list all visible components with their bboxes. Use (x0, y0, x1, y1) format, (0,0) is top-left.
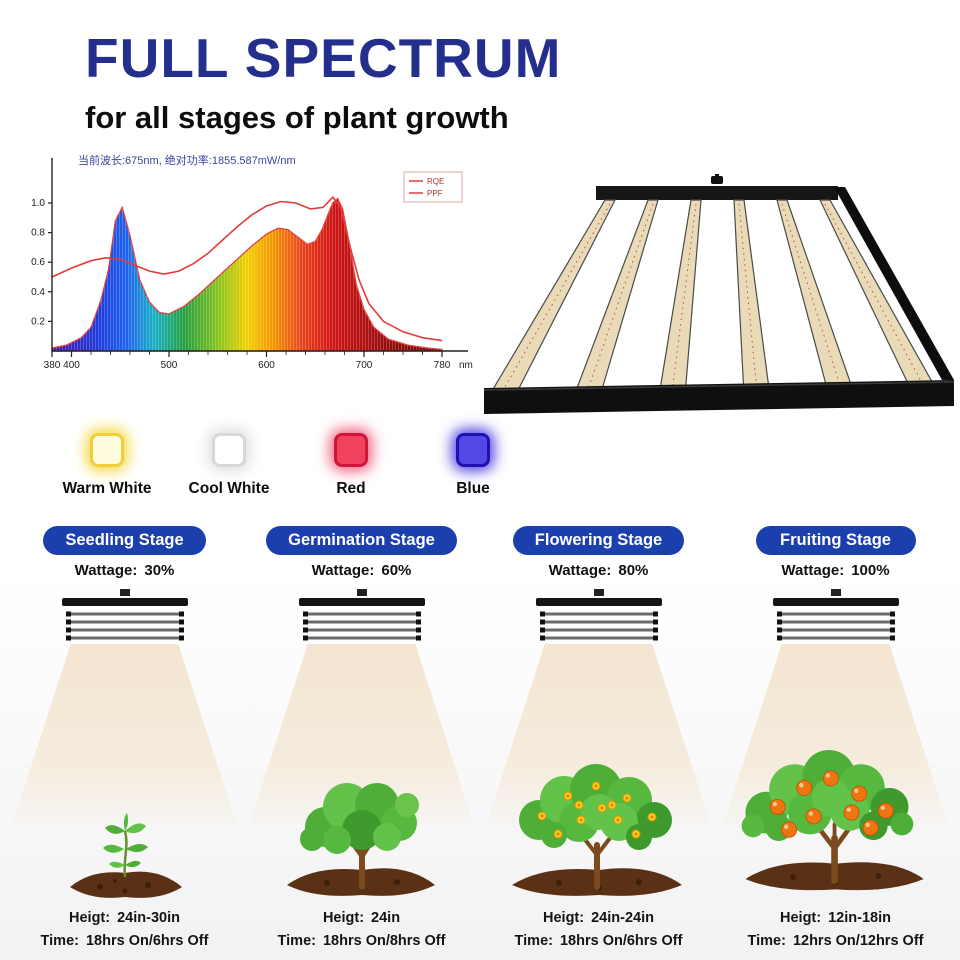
warm-white-swatch (90, 433, 124, 467)
fixture-led-bars (487, 199, 942, 397)
cool-white-swatch (212, 433, 246, 467)
stage-wattage: Wattage: 80% (548, 562, 649, 579)
chart-legend: RQE PPF (403, 171, 463, 203)
fixture-hook (711, 176, 723, 184)
plant-area (6, 647, 243, 905)
plant-area (243, 647, 480, 905)
svg-text:0.6: 0.6 (31, 257, 45, 268)
chart-ticks: 380 400 500 600 700 780 0.2 0.4 0.6 0.8 1.0 (31, 198, 451, 371)
grow-light-photo (483, 174, 955, 414)
spectrum-area-texture (52, 198, 442, 351)
stage-column-fruiting: Fruiting Stage Wattage: 100% (717, 524, 954, 952)
legend-item-warm-white: Warm White (46, 433, 168, 498)
grow-light-icon (61, 589, 188, 641)
plant-illustration-fruiting (741, 750, 924, 891)
red-label: Red (336, 480, 366, 497)
legend-item-cool-white: Cool White (168, 433, 290, 498)
stage-wattage: Wattage: 60% (311, 562, 412, 579)
plant-illustration-flowering (511, 764, 682, 896)
svg-text:1.0: 1.0 (31, 198, 45, 209)
page-subtitle: for all stages of plant growth (85, 100, 509, 135)
grow-light-icon (298, 589, 425, 641)
svg-text:700: 700 (356, 360, 373, 371)
ppf-envelope-line (51, 195, 443, 342)
plant-illustration-germination (286, 783, 435, 896)
red-swatch (334, 433, 368, 467)
spectrum-chart-wrap: 当前波长:675nm, 绝对功率:1855.587mW/nm 380 400 500… (22, 146, 474, 393)
legend-item-blue: Blue (412, 433, 534, 498)
svg-text:600: 600 (258, 360, 275, 371)
fixture-side-rail (834, 187, 954, 380)
grow-light-photo-wrap (483, 174, 955, 429)
stage-time-text: Time: 18hrs On/6hrs Off (514, 932, 683, 949)
svg-text:400: 400 (63, 360, 80, 371)
stage-pill: Seedling Stage (43, 526, 206, 555)
stages-row: Seedling Stage Wattage: 30% (0, 524, 960, 952)
plant-area (717, 647, 954, 905)
stage-column-flowering: Flowering Stage Wattage: 80% (480, 524, 717, 952)
stage-pill: Fruiting Stage (755, 526, 916, 555)
stage-time-text: Time: 18hrs On/6hrs Off (40, 932, 209, 949)
stage-height-text: Heigt: 24in (322, 910, 401, 927)
stage-column-seedling: Seedling Stage Wattage: 30% (6, 524, 243, 952)
blue-swatch (456, 433, 490, 467)
cool-white-label: Cool White (188, 480, 270, 497)
warm-white-label: Warm White (62, 480, 152, 497)
svg-text:380: 380 (44, 360, 61, 371)
fixture-bottom-rail (484, 380, 954, 414)
legend-entry-ppf: PPF (427, 189, 443, 198)
svg-text:0.8: 0.8 (31, 228, 45, 239)
plant-illustration-seedling (69, 813, 182, 898)
plant-area (480, 647, 717, 905)
stage-time-text: Time: 12hrs On/12hrs Off (747, 932, 924, 949)
page-title: FULL SPECTRUM (85, 27, 562, 89)
color-legend: Warm White Cool White Red Blue (46, 433, 960, 498)
grow-light-icon (535, 589, 662, 641)
svg-text:780: 780 (434, 360, 451, 371)
spectrum-chart: 当前波长:675nm, 绝对功率:1855.587mW/nm 380 400 500… (31, 153, 473, 371)
stage-wattage: Wattage: 100% (781, 562, 890, 579)
stage-pill: Germination Stage (266, 526, 457, 555)
stage-height-text: Heigt: 24in-24in (543, 910, 654, 927)
svg-text:0.2: 0.2 (31, 316, 45, 327)
stage-height-text: Heigt: 12in-18in (780, 910, 891, 927)
stage-column-germination: Germination Stage Wattage: 60% (243, 524, 480, 952)
stage-wattage: Wattage: 30% (74, 562, 175, 579)
fixture-top-rail (596, 186, 838, 200)
stage-time-text: Time: 18hrs On/8hrs Off (277, 932, 446, 949)
legend-item-red: Red (290, 433, 412, 498)
grow-light-icon (772, 589, 899, 641)
legend-entry-rqe: RQE (427, 177, 444, 186)
stage-pill: Flowering Stage (512, 526, 685, 555)
svg-text:0.4: 0.4 (31, 287, 45, 298)
fruits (769, 770, 894, 838)
x-axis-unit: nm (459, 360, 473, 371)
page-header: FULL SPECTRUM for all stages of plant gr… (0, 0, 960, 136)
blue-label: Blue (456, 480, 490, 497)
flowers (537, 781, 656, 839)
fixture-led-dots (501, 203, 928, 393)
svg-text:500: 500 (161, 360, 178, 371)
chart-annotation: 当前波长:675nm, 绝对功率:1855.587mW/nm (78, 153, 296, 167)
stage-height-text: Heigt: 24in-30in (69, 910, 180, 927)
middle-row: 当前波长:675nm, 绝对功率:1855.587mW/nm 380 400 500… (0, 146, 960, 429)
